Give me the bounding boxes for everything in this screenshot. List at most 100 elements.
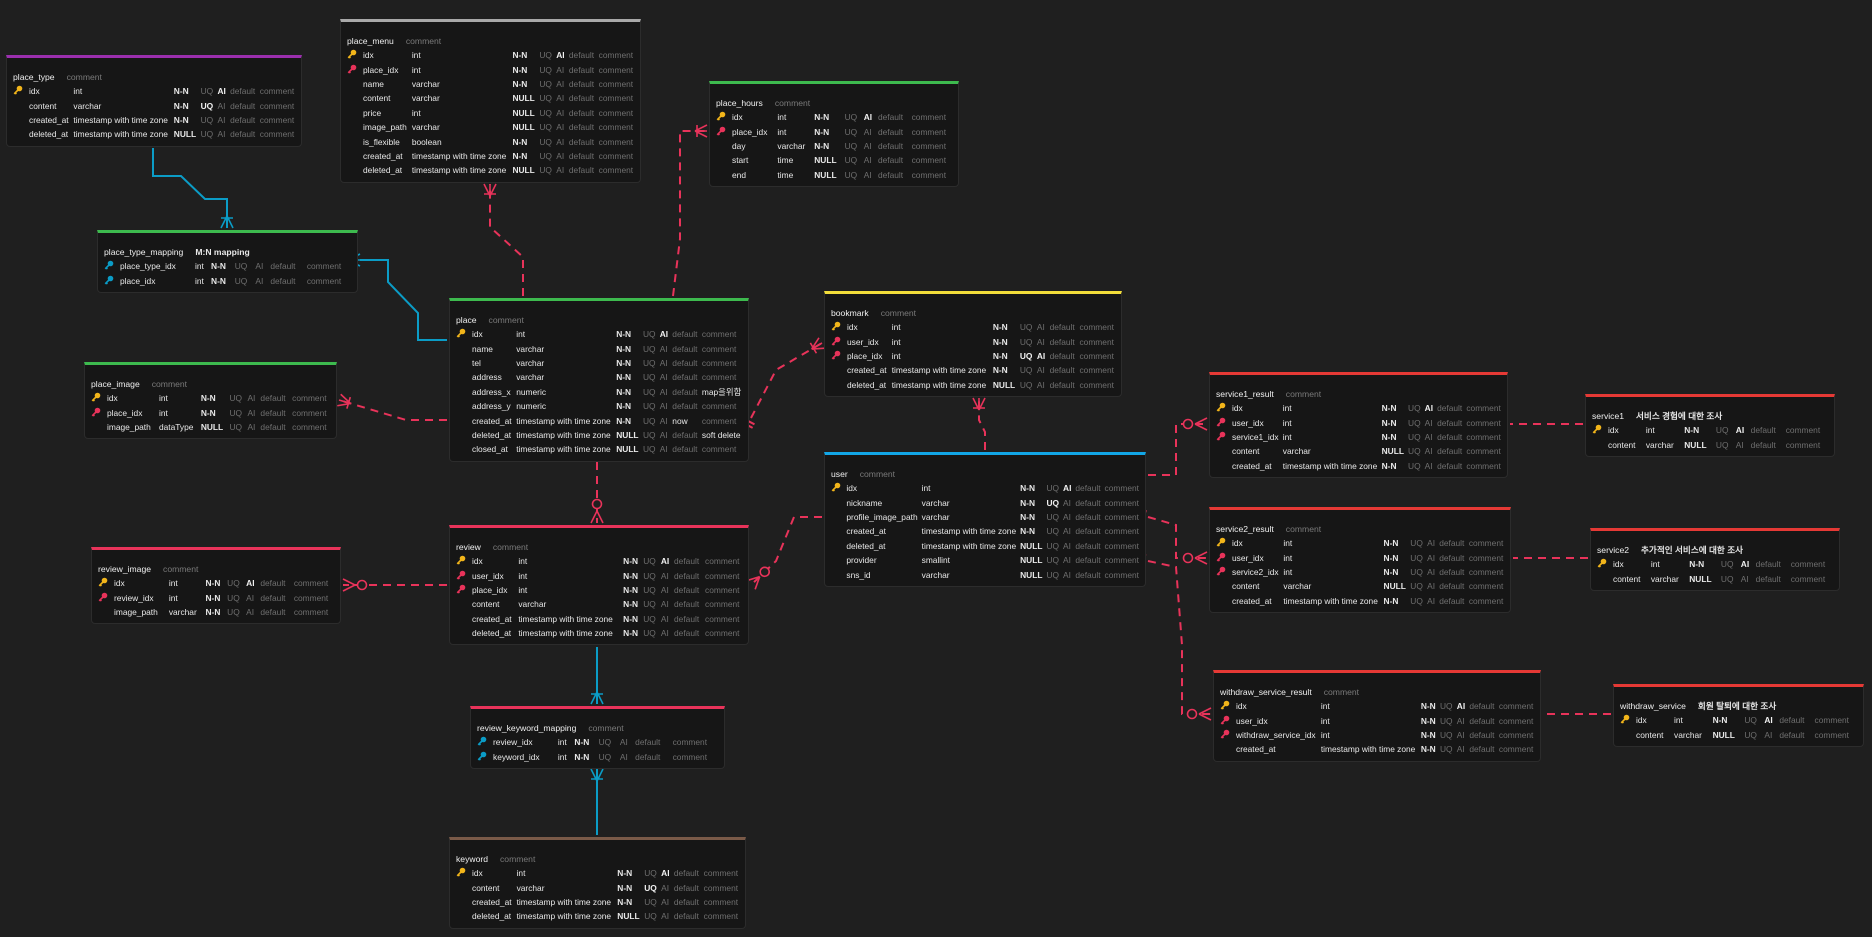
table-review[interactable]: review comment idx int N-N UQ AI default comment… xyxy=(449,525,749,646)
column-auto-increment-flag[interactable]: AI xyxy=(1063,511,1071,522)
column-auto-increment-flag[interactable]: AI xyxy=(1427,595,1436,606)
column-row[interactable]: sns_id varchar NULL UQ AI default comment xyxy=(829,567,1141,581)
table-service2[interactable]: service2 추가적인 서비스에 대한 조사 idx int N-N UQ AI defa… xyxy=(1590,528,1840,591)
column-auto-increment-flag[interactable]: AI xyxy=(1427,538,1436,549)
table-review-image[interactable]: review_image comment idx int N-N UQ AI default c… xyxy=(91,547,341,625)
column-unique-flag[interactable]: UQ xyxy=(539,150,552,161)
table-title[interactable]: service2_result comment xyxy=(1214,521,1506,536)
column-row[interactable]: start time NULL UQ AI default comment xyxy=(714,153,954,167)
column-row[interactable]: user_idx int N-N UQ AI default comment xyxy=(829,334,1117,348)
column-unique-flag[interactable]: UQ xyxy=(1410,538,1423,549)
column-unique-flag[interactable]: UQ xyxy=(1046,483,1060,494)
column-row[interactable]: provider smallint NULL UQ AI default comment xyxy=(829,553,1141,567)
column-auto-increment-flag[interactable]: AI xyxy=(1063,526,1071,537)
column-unique-flag[interactable]: UQ xyxy=(1019,379,1033,390)
column-row[interactable]: profile_image_path varchar N-N UQ AI default c… xyxy=(829,510,1141,524)
column-unique-flag[interactable]: UQ xyxy=(227,578,240,589)
column-auto-increment-flag[interactable]: AI xyxy=(1740,559,1750,570)
column-unique-flag[interactable]: UQ xyxy=(642,401,656,412)
table-review-keyword-mapping[interactable]: review_keyword_mapping comment review_idx i… xyxy=(470,706,725,769)
column-unique-flag[interactable]: UQ xyxy=(539,122,552,133)
table-title[interactable]: place_type comment xyxy=(11,69,297,84)
column-auto-increment-flag[interactable]: AI xyxy=(217,114,226,125)
column-row[interactable]: idx int N-N UQ AI default comment xyxy=(1214,401,1503,415)
table-title[interactable]: service1 서비스 경험에 대한 조사 xyxy=(1590,408,1830,423)
column-auto-increment-flag[interactable]: AI xyxy=(659,372,668,383)
column-row[interactable]: day varchar N-N UQ AI default comment xyxy=(714,139,954,153)
column-auto-increment-flag[interactable]: AI xyxy=(556,64,565,75)
column-row[interactable]: service2_idx int N-N UQ AI default comment xyxy=(1214,565,1506,579)
column-auto-increment-flag[interactable]: AI xyxy=(661,868,670,879)
column-unique-flag[interactable]: UQ xyxy=(642,444,656,455)
column-auto-increment-flag[interactable]: AI xyxy=(1424,417,1433,428)
column-row[interactable]: created_at timestamp with time zone N-N UQ A… xyxy=(829,524,1141,538)
column-unique-flag[interactable]: UQ xyxy=(229,393,242,404)
column-row[interactable]: created_at timestamp with time zone N-N UQ A… xyxy=(454,612,744,626)
column-row[interactable]: closed_at timestamp with time zone NULL UQ A… xyxy=(454,442,744,456)
column-auto-increment-flag[interactable]: AI xyxy=(1764,715,1773,726)
column-row[interactable]: withdraw_service_idx int N-N UQ AI default com… xyxy=(1218,728,1536,742)
column-auto-increment-flag[interactable]: AI xyxy=(1764,729,1773,740)
column-row[interactable]: deleted_at timestamp with time zone NULL UQ… xyxy=(454,428,744,442)
column-auto-increment-flag[interactable]: AI xyxy=(660,584,669,595)
column-row[interactable]: idx int N-N UQ AI default comment xyxy=(714,110,954,124)
column-row[interactable]: idx int N-N UQ AI default comment xyxy=(829,481,1141,495)
column-unique-flag[interactable]: UQ xyxy=(1019,365,1033,376)
column-unique-flag[interactable]: UQ xyxy=(844,169,858,180)
column-unique-flag[interactable]: UQ xyxy=(643,556,656,567)
column-auto-increment-flag[interactable]: AI xyxy=(1036,336,1045,347)
column-row[interactable]: image_path varchar NULL UQ AI default comment xyxy=(345,120,636,134)
column-unique-flag[interactable]: UQ xyxy=(229,421,242,432)
column-auto-increment-flag[interactable]: AI xyxy=(1456,715,1465,726)
column-row[interactable]: idx int N-N UQ AI default comment xyxy=(1590,423,1830,437)
table-user[interactable]: user comment idx int N-N UQ AI default comment ni… xyxy=(824,452,1146,587)
column-row[interactable]: nickname varchar N-N UQ AI default comment xyxy=(829,495,1141,509)
column-auto-increment-flag[interactable]: AI xyxy=(660,570,669,581)
column-row[interactable]: place_idx int N-N UQ AI default comment xyxy=(345,62,636,76)
column-auto-increment-flag[interactable]: AI xyxy=(661,896,670,907)
column-auto-increment-flag[interactable]: AI xyxy=(863,155,872,166)
column-row[interactable]: created_at timestamp with time zone N-N UQ A… xyxy=(11,113,297,127)
column-row[interactable]: tel varchar N-N UQ AI default comment xyxy=(454,356,744,370)
column-unique-flag[interactable]: UQ xyxy=(1019,350,1033,361)
column-row[interactable]: image_path varchar N-N UQ AI default comment xyxy=(96,605,336,619)
column-unique-flag[interactable]: UQ xyxy=(1744,715,1757,726)
column-row[interactable]: deleted_at timestamp with time zone NULL UQ… xyxy=(829,539,1141,553)
column-auto-increment-flag[interactable]: AI xyxy=(1063,569,1071,580)
column-unique-flag[interactable]: UQ xyxy=(1408,403,1421,414)
column-unique-flag[interactable]: UQ xyxy=(598,751,612,762)
table-place-image[interactable]: place_image comment idx int N-N UQ AI default co… xyxy=(84,362,337,440)
column-auto-increment-flag[interactable]: AI xyxy=(863,169,872,180)
column-auto-increment-flag[interactable]: AI xyxy=(556,78,565,89)
column-unique-flag[interactable]: UQ xyxy=(844,140,858,151)
column-unique-flag[interactable]: UQ xyxy=(644,896,657,907)
column-row[interactable]: created_at timestamp with time zone N-N UQ A… xyxy=(454,895,741,909)
column-unique-flag[interactable]: UQ xyxy=(1715,439,1729,450)
column-auto-increment-flag[interactable]: AI xyxy=(659,415,668,426)
column-auto-increment-flag[interactable]: AI xyxy=(255,275,264,286)
table-title[interactable]: review_keyword_mapping comment xyxy=(475,720,720,735)
column-auto-increment-flag[interactable]: AI xyxy=(1427,552,1436,563)
column-unique-flag[interactable]: UQ xyxy=(643,584,656,595)
column-unique-flag[interactable]: UQ xyxy=(1744,729,1757,740)
column-row[interactable]: name varchar N-N UQ AI default comment xyxy=(454,341,744,355)
column-auto-increment-flag[interactable]: AI xyxy=(255,261,264,272)
column-row[interactable]: idx int N-N UQ AI default comment xyxy=(96,576,336,590)
column-unique-flag[interactable]: UQ xyxy=(200,129,214,140)
column-unique-flag[interactable]: UQ xyxy=(643,599,656,610)
column-auto-increment-flag[interactable]: AI xyxy=(660,556,670,567)
column-auto-increment-flag[interactable]: AI xyxy=(1456,744,1465,755)
column-row[interactable]: created_at timestamp with time zone N-N UQ A… xyxy=(1214,594,1506,608)
column-row[interactable]: idx int N-N UQ AI default comment xyxy=(345,48,636,62)
table-title[interactable]: review_image comment xyxy=(96,561,336,576)
column-unique-flag[interactable]: UQ xyxy=(643,613,656,624)
column-auto-increment-flag[interactable]: AI xyxy=(1424,446,1433,457)
column-row[interactable]: deleted_at timestamp with time zone N-N UQ A… xyxy=(454,626,744,640)
column-unique-flag[interactable]: UQ xyxy=(539,78,552,89)
column-auto-increment-flag[interactable]: AI xyxy=(1036,365,1045,376)
table-withdraw-service-result[interactable]: withdraw_service_result comment idx int N-N U… xyxy=(1213,670,1541,762)
column-row[interactable]: address_y numeric N-N UQ AI default comment xyxy=(454,399,744,413)
column-row[interactable]: idx int N-N UQ AI default comment xyxy=(454,554,744,568)
column-row[interactable]: content varchar NULL UQ AI default comment xyxy=(1618,727,1859,741)
table-title[interactable]: review comment xyxy=(454,539,744,554)
